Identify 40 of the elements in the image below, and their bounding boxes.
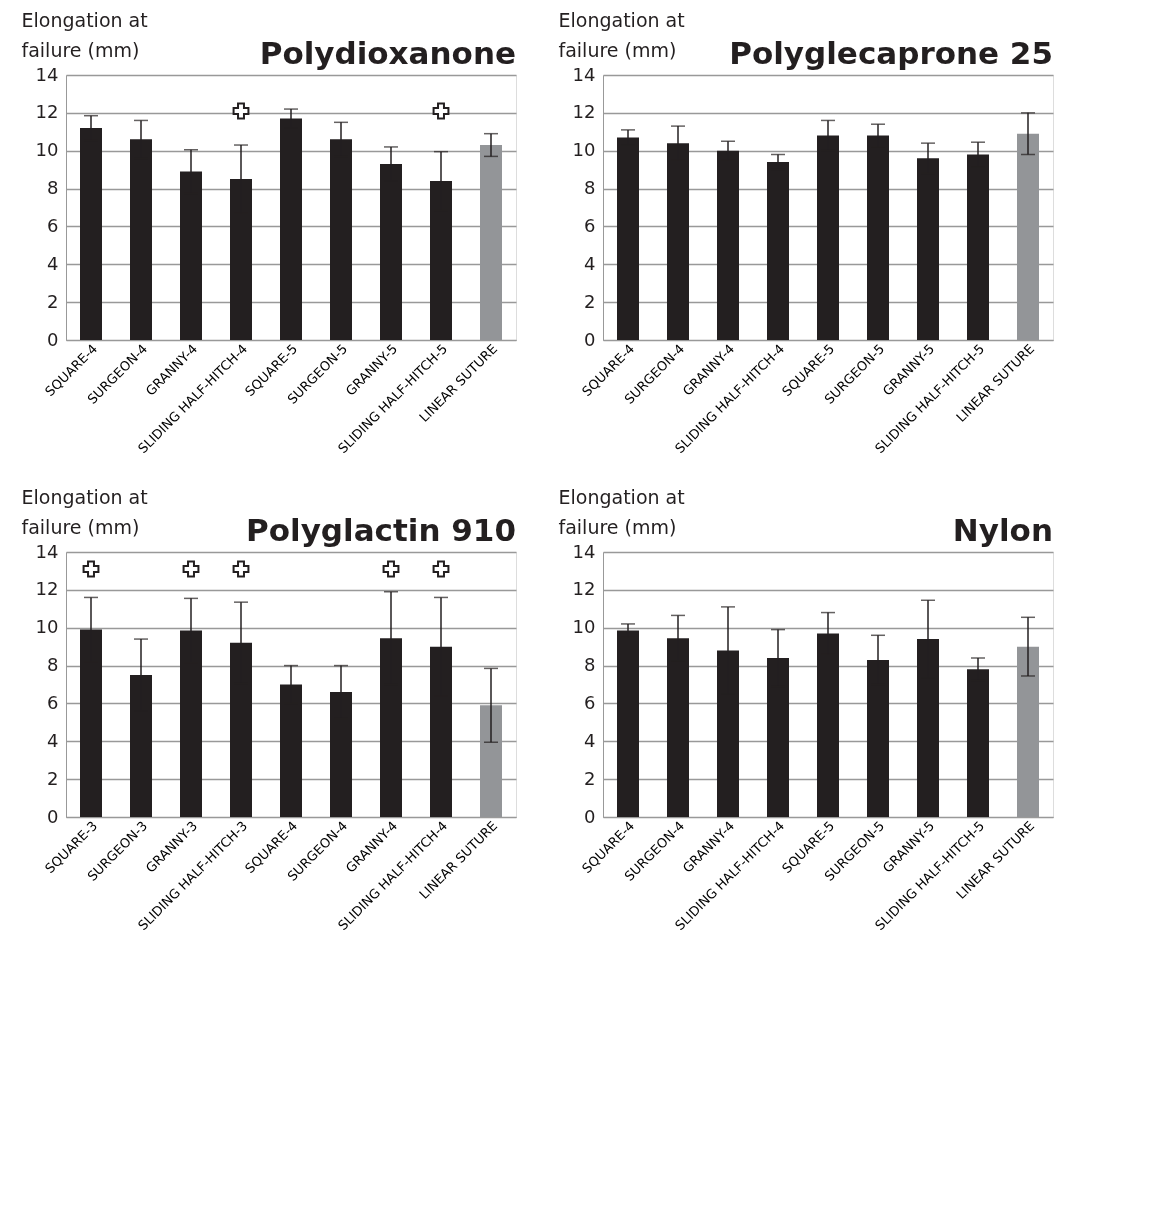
y-tick-label: 12 — [35, 101, 59, 123]
y-axis-title: Elongation at failure (mm) — [558, 8, 685, 61]
y-tick-label: 4 — [584, 729, 596, 751]
y-tick-label: 4 — [47, 729, 59, 751]
y-tick-label: 2 — [47, 767, 59, 789]
chart-title: Polyglecaprone 25 — [729, 35, 1053, 71]
y-tick-label: 6 — [47, 214, 59, 236]
y-tick-label: 6 — [47, 691, 59, 713]
y-tick-label: 8 — [584, 177, 596, 199]
y-tick-label: 6 — [584, 214, 596, 236]
chart-title: Nylon — [952, 512, 1053, 548]
y-axis-title: Elongation at failure (mm) — [21, 8, 148, 61]
y-tick-label: 14 — [572, 63, 596, 85]
y-tick-label: 10 — [572, 616, 596, 638]
y-tick-label: 0 — [584, 805, 596, 827]
y-tick-label: 2 — [584, 290, 596, 312]
y-tick-label: 8 — [584, 654, 596, 676]
y-axis-title: Elongation at failure (mm) — [558, 485, 685, 538]
y-tick-label: 12 — [572, 578, 596, 600]
y-tick-label: 14 — [572, 540, 596, 562]
y-tick-label: 14 — [35, 540, 59, 562]
chart-title: Polyglactin 910 — [246, 512, 516, 548]
y-tick-label: 6 — [584, 691, 596, 713]
chart-title: Polydioxanone — [259, 35, 516, 71]
y-tick-label: 8 — [47, 654, 59, 676]
y-tick-label: 8 — [47, 177, 59, 199]
y-tick-label: 14 — [35, 63, 59, 85]
y-tick-label: 2 — [584, 767, 596, 789]
y-tick-label: 2 — [47, 290, 59, 312]
y-tick-label: 12 — [35, 578, 59, 600]
y-tick-label: 12 — [572, 101, 596, 123]
y-tick-label: 0 — [584, 328, 596, 350]
y-axis-title: Elongation at failure (mm) — [21, 485, 148, 538]
y-tick-label: 10 — [35, 616, 59, 638]
y-tick-label: 10 — [35, 139, 59, 161]
y-tick-label: 4 — [47, 252, 59, 274]
y-tick-label: 0 — [47, 328, 59, 350]
y-tick-label: 4 — [584, 252, 596, 274]
y-tick-label: 10 — [572, 139, 596, 161]
y-tick-label: 0 — [47, 805, 59, 827]
